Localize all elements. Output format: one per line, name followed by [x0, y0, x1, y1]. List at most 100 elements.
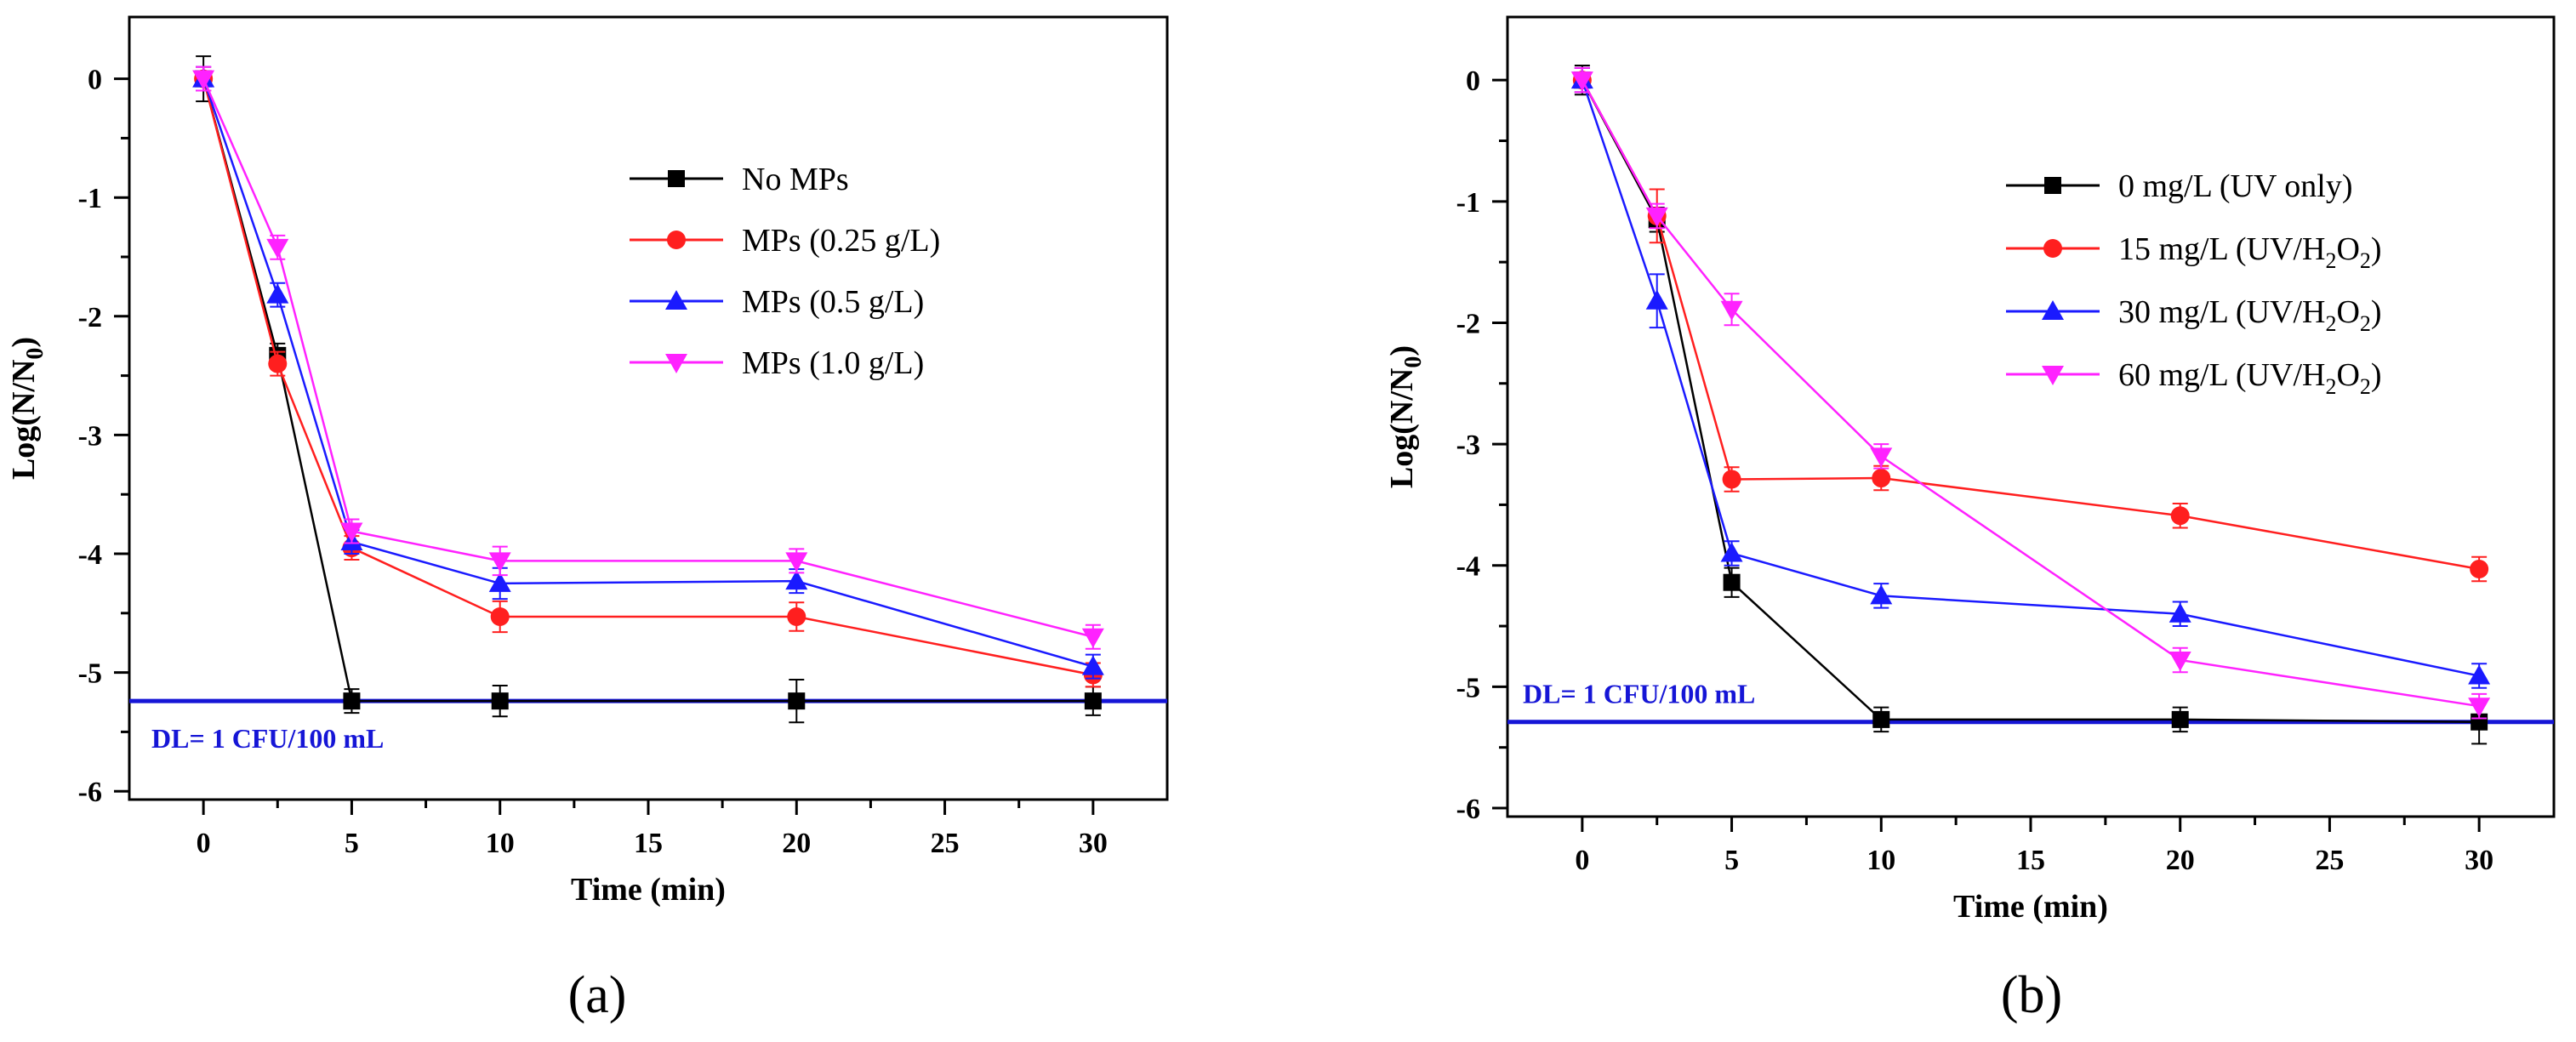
panel-a-detection-limit: DL= 1 CFU/100 mL	[129, 698, 1167, 754]
data-point	[491, 692, 509, 710]
data-point	[787, 607, 806, 627]
data-point	[266, 283, 289, 304]
data-point	[266, 238, 289, 259]
panel-a: 0 5 10 15 20 25 30 0 -1 -2 -3 -4 -5 -6 DL= 1 CFU/100 …	[6, 15, 1169, 1024]
legend-marker	[2043, 239, 2062, 258]
data-point	[2170, 506, 2190, 526]
plot-frame	[128, 15, 1169, 801]
panel-a-series-layer	[192, 55, 1104, 724]
panel-b-legend: 0 mg/L (UV only) 15 mg/L (UV/H2O2) 30 mg/L…	[2006, 168, 2382, 399]
y-tick-label: -4	[1456, 551, 1480, 583]
y-tick-label: 0	[1466, 65, 1480, 97]
legend-label: MPs (0.25 g/L)	[742, 223, 940, 259]
series-1	[195, 55, 1102, 724]
x-tick-label: 20	[2166, 845, 2195, 876]
panel-b-x-axis-title: Time (min)	[1953, 889, 2108, 925]
legend-label: 60 mg/L (UV/H2O2)	[2118, 357, 2382, 399]
legend-marker	[665, 354, 687, 373]
legend-entry: MPs (0.25 g/L)	[630, 223, 940, 259]
y-tick-label: -6	[78, 777, 102, 808]
legend-entry: 60 mg/L (UV/H2O2)	[2006, 357, 2382, 399]
data-point	[2468, 664, 2491, 685]
y-tick-label: -5	[1456, 672, 1480, 703]
legend-marker	[668, 170, 685, 187]
panel-a-legend: No MPs MPs (0.25 g/L) MPs (0.5 g/L) MPs (1.…	[630, 162, 940, 381]
series-line	[1581, 79, 2480, 677]
series-line	[202, 78, 1094, 676]
y-tick-label: -2	[1456, 308, 1480, 339]
data-point	[192, 70, 215, 90]
x-tick-label: 15	[2016, 845, 2045, 876]
x-tick-label: 5	[1724, 845, 1739, 876]
legend-marker	[2042, 300, 2064, 320]
panel-b-detection-limit-label: DL= 1 CFU/100 mL	[1523, 679, 1755, 709]
x-tick-label: 10	[1866, 845, 1895, 876]
panel-a-y-axis-title: Log(N/N0)	[6, 337, 48, 480]
data-point	[1720, 542, 1743, 562]
panel-b-y-axis-title: Log(N/N0)	[1384, 345, 1427, 488]
data-point	[1870, 447, 1893, 468]
series-line	[1581, 79, 2480, 723]
data-point	[785, 552, 808, 572]
legend-entry: No MPs	[630, 162, 849, 197]
data-point	[785, 570, 808, 590]
legend-label: 15 mg/L (UV/H2O2)	[2118, 231, 2382, 273]
data-point	[1720, 300, 1743, 321]
panel-b: 0 5 10 15 20 25 30 0 -1 -2 -3 -4 -5 -6 DL= 1 CFU/100 …	[1384, 15, 2556, 1024]
data-point	[2470, 560, 2489, 579]
panel-a-label: (a)	[568, 966, 627, 1024]
data-point	[1872, 469, 1891, 488]
panel-a-axes-layer: 0 5 10 15 20 25 30 0 -1 -2 -3 -4 -5 -6	[78, 15, 1169, 859]
series-line	[1581, 79, 2480, 708]
data-point	[1081, 628, 1104, 648]
panel-a-y-axis-title-close: )	[6, 337, 42, 348]
y-tick-label: -1	[78, 183, 102, 214]
panel-b-series-layer	[1570, 65, 2491, 745]
data-point	[2169, 651, 2191, 671]
data-point	[1645, 207, 1668, 227]
legend-marker	[667, 231, 686, 249]
x-tick-label: 10	[486, 828, 515, 859]
series-line	[202, 78, 1093, 703]
data-point	[2171, 710, 2189, 728]
legend-label: 0 mg/L (UV only)	[2118, 168, 2352, 204]
data-point	[488, 572, 511, 592]
panel-a-detection-limit-label: DL= 1 CFU/100 mL	[151, 723, 384, 754]
y-tick-label: -1	[1456, 187, 1480, 219]
legend-marker	[665, 290, 687, 310]
x-tick-label: 25	[931, 828, 960, 859]
panel-b-label: (b)	[2001, 966, 2062, 1024]
panel-a-x-axis-title: Time (min)	[571, 872, 726, 908]
series-4	[1570, 66, 2491, 720]
y-tick-label: -2	[78, 302, 102, 333]
data-point	[2169, 602, 2191, 623]
data-point	[1570, 71, 1593, 92]
x-tick-label: 30	[2465, 845, 2493, 876]
series-3	[192, 65, 1104, 680]
series-line	[202, 78, 1094, 668]
x-tick-label: 15	[634, 828, 663, 859]
panel-b-detection-limit: DL= 1 CFU/100 mL	[1507, 679, 2554, 725]
y-tick-label: -6	[1456, 794, 1480, 825]
legend-marker	[2044, 177, 2061, 194]
data-point	[1645, 289, 1668, 310]
data-point	[1870, 584, 1893, 605]
data-point	[1084, 692, 1102, 710]
data-point	[788, 692, 806, 710]
y-tick-label: -3	[78, 420, 102, 452]
x-tick-label: 0	[1575, 845, 1589, 876]
legend-label: 30 mg/L (UV/H2O2)	[2118, 294, 2382, 336]
series-line	[202, 78, 1094, 638]
x-tick-label: 5	[345, 828, 359, 859]
x-tick-label: 30	[1079, 828, 1108, 859]
legend-label: MPs (0.5 g/L)	[742, 284, 924, 320]
panel-a-y-axis-title-main: Log(N/N	[6, 360, 42, 480]
y-tick-label: -3	[1456, 430, 1480, 461]
data-point	[488, 552, 511, 572]
data-point	[1723, 573, 1741, 591]
legend-entry: 0 mg/L (UV only)	[2006, 168, 2352, 204]
data-point	[1722, 470, 1741, 489]
y-tick-label: -5	[78, 658, 102, 690]
data-point	[343, 692, 361, 710]
